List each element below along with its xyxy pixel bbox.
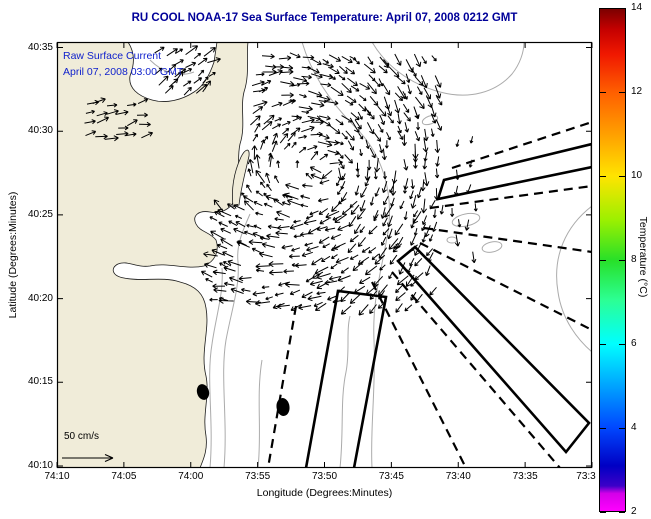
annotation-current-time: April 07, 2008 03:00 GMT [63, 66, 184, 78]
colorbar-tick-label: 4 [631, 422, 637, 433]
colorbar-tick-mark [600, 428, 606, 429]
shipping-lane-dashed [451, 120, 592, 170]
colorbar-tick-mark [600, 8, 606, 9]
colorbar-tick-label: 12 [631, 86, 643, 97]
shipping-lane-dashed [429, 184, 592, 210]
colorbar-tick-label: 6 [631, 338, 637, 349]
y-tick-label: 40:10 [27, 460, 53, 471]
shipping-lane-solid [304, 289, 388, 468]
x-tick-label: 73:55 [245, 471, 271, 482]
bathymetry-contour [223, 213, 251, 468]
bathymetry-contour-closed [451, 212, 481, 228]
shipping-lane-solid [436, 142, 592, 201]
colorbar-tick-label: 2 [631, 506, 637, 517]
x-tick-label: 74:00 [178, 471, 204, 482]
bathymetry-contour-closed [446, 236, 458, 244]
x-tick-label: 73:35 [512, 471, 538, 482]
shipping-lane-dashed [266, 305, 298, 468]
x-axis-label: Longitude (Degrees:Minutes) [256, 487, 393, 499]
bathymetry-contour [339, 315, 351, 468]
colorbar-tick-label: 8 [631, 254, 637, 265]
bathymetry-contour [556, 205, 592, 353]
annotation-current-type: Raw Surface Current [63, 50, 162, 62]
bathymetry-contour-closed [481, 241, 503, 253]
shipping-lane-dashed [423, 226, 592, 254]
colorbar-tick-mark [600, 344, 606, 345]
y-tick-label: 40:20 [27, 292, 53, 304]
shipping-lane-solid [396, 245, 591, 455]
land-coastline [232, 149, 250, 208]
colorbar-tick-mark [619, 176, 625, 177]
colorbar-tick-mark [600, 92, 606, 93]
colorbar-tick-mark [619, 8, 625, 9]
bathymetry-contour [209, 267, 223, 468]
figure-title: RU COOL NOAA-17 Sea Surface Temperature:… [131, 12, 518, 24]
colorbar-tick-mark [619, 512, 625, 513]
colorbar-tick-mark [619, 344, 625, 345]
colorbar-tick-label: 14 [631, 2, 643, 13]
colorbar-tick-mark [600, 176, 606, 177]
site-marker-dot [196, 384, 210, 400]
y-tick-label: 40:25 [27, 208, 53, 220]
site-marker-dot [276, 398, 290, 416]
bathymetry-contour [257, 359, 263, 468]
x-tick-label: 73:50 [311, 471, 338, 482]
colorbar-tick-mark [619, 260, 625, 261]
y-tick-label: 40:35 [27, 41, 53, 53]
y-tick-label: 40:30 [27, 125, 53, 137]
colorbar-tick-mark [600, 512, 606, 513]
x-tick-label: 73:40 [445, 471, 471, 482]
y-tick-label: 40:15 [27, 376, 53, 388]
shipping-lane-dashed [391, 271, 561, 468]
map-content [57, 42, 592, 468]
land-coastline [57, 42, 249, 468]
bathymetry-contour [149, 59, 195, 75]
x-tick-label: 74:05 [111, 471, 137, 482]
shipping-lane-dashed [371, 281, 467, 468]
scale-arrow [62, 453, 114, 463]
bathymetry-contour [301, 42, 391, 468]
plot-frame [56, 41, 593, 469]
x-tick-label: 74:10 [44, 471, 70, 482]
x-tick-label: 73:3 [576, 471, 596, 482]
bathymetry-contour-closed [421, 114, 439, 126]
colorbar-tick-mark [600, 260, 606, 261]
colorbar-tick-label: 10 [631, 170, 643, 181]
bathymetry-contour [371, 42, 525, 96]
x-tick-label: 73:45 [378, 471, 404, 482]
current-vector-field [84, 45, 478, 316]
colorbar-tick-mark [619, 428, 625, 429]
colorbar-tick-mark [619, 92, 625, 93]
vector-scale-label: 50 cm/s [64, 431, 100, 442]
colorbar-label: Temperature (°C) [637, 216, 649, 298]
shipping-lane-dashed [419, 242, 592, 331]
